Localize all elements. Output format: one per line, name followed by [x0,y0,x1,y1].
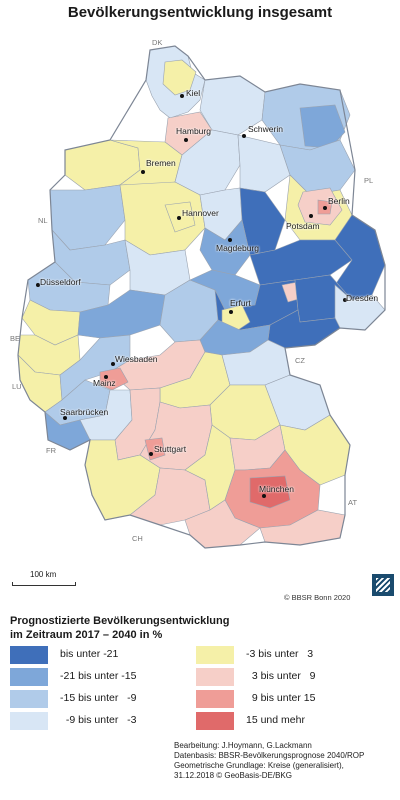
source-note: Bearbeitung: J.Hoymann, G.Lackmann Daten… [174,741,365,780]
city-marker-magdeburg [228,238,232,242]
region-mainz [99,367,129,391]
city-marker-dresden [343,298,347,302]
country-cz: CZ [295,356,305,365]
legend-item: -9 bis unter -3 [10,712,200,732]
country-be: BE [10,334,21,343]
city-label-saarbruecken: Saarbrücken [60,407,109,417]
map-title: Bevölkerungsentwicklung insgesamt [67,4,333,21]
legend-label: -15 bis unter -9 [60,692,137,704]
city-marker-potsdam [309,214,313,218]
legend-swatch [10,668,48,686]
city-label-wiesbaden: Wiesbaden [115,354,158,364]
city-label-dresden: Dresden [346,293,379,303]
credit-text: © BBSR Bonn 2020 [284,593,351,602]
legend-swatch [10,646,48,664]
city-label-berlin: Berlin [328,196,350,206]
region-muenchen [249,475,291,509]
city-marker-erfurt [229,310,233,314]
germany-choropleth-map [17,45,386,549]
legend-swatch [10,712,48,730]
legend-swatch [196,690,234,708]
city-marker-bremen [141,170,145,174]
city-marker-kiel [180,94,184,98]
city-label-erfurt: Erfurt [230,298,251,308]
city-marker-muenchen [262,494,266,498]
city-marker-saarbruecken [63,416,67,420]
country-pl: PL [364,176,374,185]
bbsr-logo-icon [372,574,394,596]
city-label-hamburg: Hamburg [176,126,211,136]
city-marker-berlin [323,206,327,210]
legend-label: 3 bis unter 9 [246,670,316,682]
city-marker-duesseldorf [36,283,40,287]
legend-swatch [10,690,48,708]
city-label-potsdam: Potsdam [286,221,320,231]
legend-label: -3 bis unter 3 [246,648,314,660]
city-marker-hannover [177,216,181,220]
region-magdeburg [199,219,251,276]
legend-item: 9 bis unter 15 [196,690,386,710]
scale-label: 100 km [30,570,57,579]
country-dk: DK [152,38,163,47]
country-fr: FR [46,446,56,455]
legend-item: -15 bis unter -9 [10,690,200,710]
city-label-hannover: Hannover [182,208,219,218]
city-marker-schwerin [242,134,246,138]
legend-item: 3 bis unter 9 [196,668,386,688]
city-label-schwerin: Schwerin [248,124,283,134]
legend-label: -21 bis unter -15 [60,670,137,682]
scale-bar: 100 km [12,570,76,586]
city-marker-stuttgart [149,452,153,456]
legend-item: -21 bis unter -15 [10,668,200,688]
city-label-duesseldorf: Düsseldorf [40,277,81,287]
country-nl: NL [38,216,48,225]
germany-outline [17,45,386,549]
city-label-bremen: Bremen [146,158,176,168]
country-lu: LU [12,382,22,391]
city-marker-wiesbaden [111,362,115,366]
city-label-stuttgart: Stuttgart [154,444,187,454]
city-label-kiel: Kiel [186,88,201,98]
legend-label: 9 bis unter 15 [246,692,316,704]
region-vorpommern [299,104,346,149]
legend-label: 15 und mehr [246,714,305,726]
legend-item: 15 und mehr [196,712,386,732]
legend-swatch [196,668,234,686]
legend-item: bis unter -21 [10,646,200,666]
city-marker-hamburg [184,138,188,142]
city-label-magdeburg: Magdeburg [216,243,260,253]
legend-item: -3 bis unter 3 [196,646,386,666]
legend-swatch [196,646,234,664]
city-label-mainz: Mainz [93,378,116,388]
city-marker-mainz [104,375,108,379]
legend-label: bis unter -21 [60,648,119,660]
region-kiel-area [162,59,197,96]
legend-title: Prognostizierte Bevölkerungsentwicklung … [10,615,230,641]
city-label-muenchen: München [259,484,294,494]
country-at: AT [348,498,358,507]
country-ch: CH [132,534,143,543]
legend-swatch [196,712,234,730]
legend-label: -9 bis unter -3 [60,714,137,726]
